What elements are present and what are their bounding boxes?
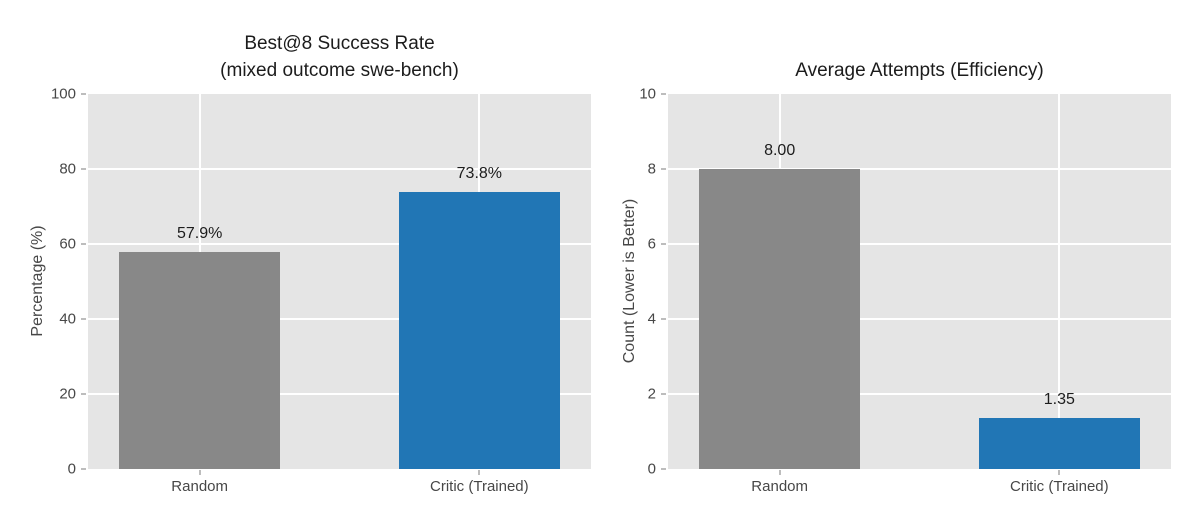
y-tick-label: 100 — [50, 85, 76, 103]
chart-title-line: (mixed outcome swe-bench) — [220, 60, 459, 81]
chart-best-at-8-success-rate: Best@8 Success Rate (mixed outcome swe-b… — [29, 30, 591, 495]
x-tick-label: Random — [751, 478, 808, 495]
bar-value-label: 1.35 — [1043, 391, 1075, 409]
chart-title: Best@8 Success Rate (mixed outcome swe-b… — [88, 30, 591, 84]
bar-random — [699, 169, 861, 469]
x-tick-label: Critic (Trained) — [1010, 478, 1109, 495]
y-gridline — [668, 393, 1171, 395]
x-tick-label: Random — [171, 478, 228, 495]
y-tick-label: 0 — [647, 460, 656, 478]
y-tick-label: 40 — [59, 310, 76, 328]
x-tick-mark — [198, 470, 201, 475]
y-tick-mark — [81, 468, 86, 470]
y-tick-label: 8 — [647, 160, 656, 178]
bar-critic-trained- — [398, 192, 560, 469]
y-tick-label: 60 — [59, 235, 76, 253]
y-gridline — [668, 243, 1171, 245]
y-tick-label: 6 — [647, 235, 656, 253]
y-tick-mark — [81, 393, 86, 395]
bar-value-label: 57.9% — [176, 224, 223, 242]
y-gridline — [88, 318, 591, 320]
bar-random — [119, 251, 281, 469]
x-tick-mark — [1058, 470, 1061, 475]
x-gridline — [1058, 94, 1061, 469]
chart-average-attempts: Average Attempts (Efficiency) Count (Low… — [600, 0, 1200, 525]
y-tick-label: 2 — [647, 385, 656, 403]
y-tick-mark — [661, 93, 666, 95]
x-tick-mark — [478, 470, 481, 475]
y-tick-mark — [81, 93, 86, 95]
x-tick-label: Critic (Trained) — [430, 478, 529, 495]
y-tick-mark — [661, 243, 666, 245]
y-gridline — [88, 168, 591, 170]
y-tick-mark — [661, 468, 666, 470]
y-gridline — [668, 168, 1171, 170]
bar-critic-trained- — [978, 418, 1140, 469]
y-gridline — [88, 243, 591, 245]
y-tick-label: 4 — [647, 310, 656, 328]
bar-value-label: 73.8% — [456, 165, 503, 183]
y-tick-label: 20 — [59, 385, 76, 403]
y-tick-label: 10 — [639, 85, 656, 103]
chart-title-line: Average Attempts (Efficiency) — [795, 60, 1044, 81]
y-tick-mark — [81, 243, 86, 245]
y-gridline — [668, 318, 1171, 320]
y-tick-mark — [81, 168, 86, 170]
y-tick-mark — [81, 318, 86, 320]
plot-area — [668, 94, 1171, 469]
chart-title-line: Best@8 Success Rate — [244, 33, 435, 54]
chart-title: Average Attempts (Efficiency) — [668, 57, 1171, 84]
y-gridline — [88, 393, 591, 395]
x-tick-mark — [778, 470, 781, 475]
y-tick-mark — [661, 393, 666, 395]
y-tick-label: 0 — [67, 460, 76, 478]
y-tick-mark — [661, 168, 666, 170]
y-tick-label: 80 — [59, 160, 76, 178]
y-axis-label: Count (Lower is Better) — [621, 198, 638, 364]
y-tick-mark — [661, 318, 666, 320]
plot-area — [88, 94, 591, 469]
bar-value-label: 8.00 — [764, 142, 796, 159]
